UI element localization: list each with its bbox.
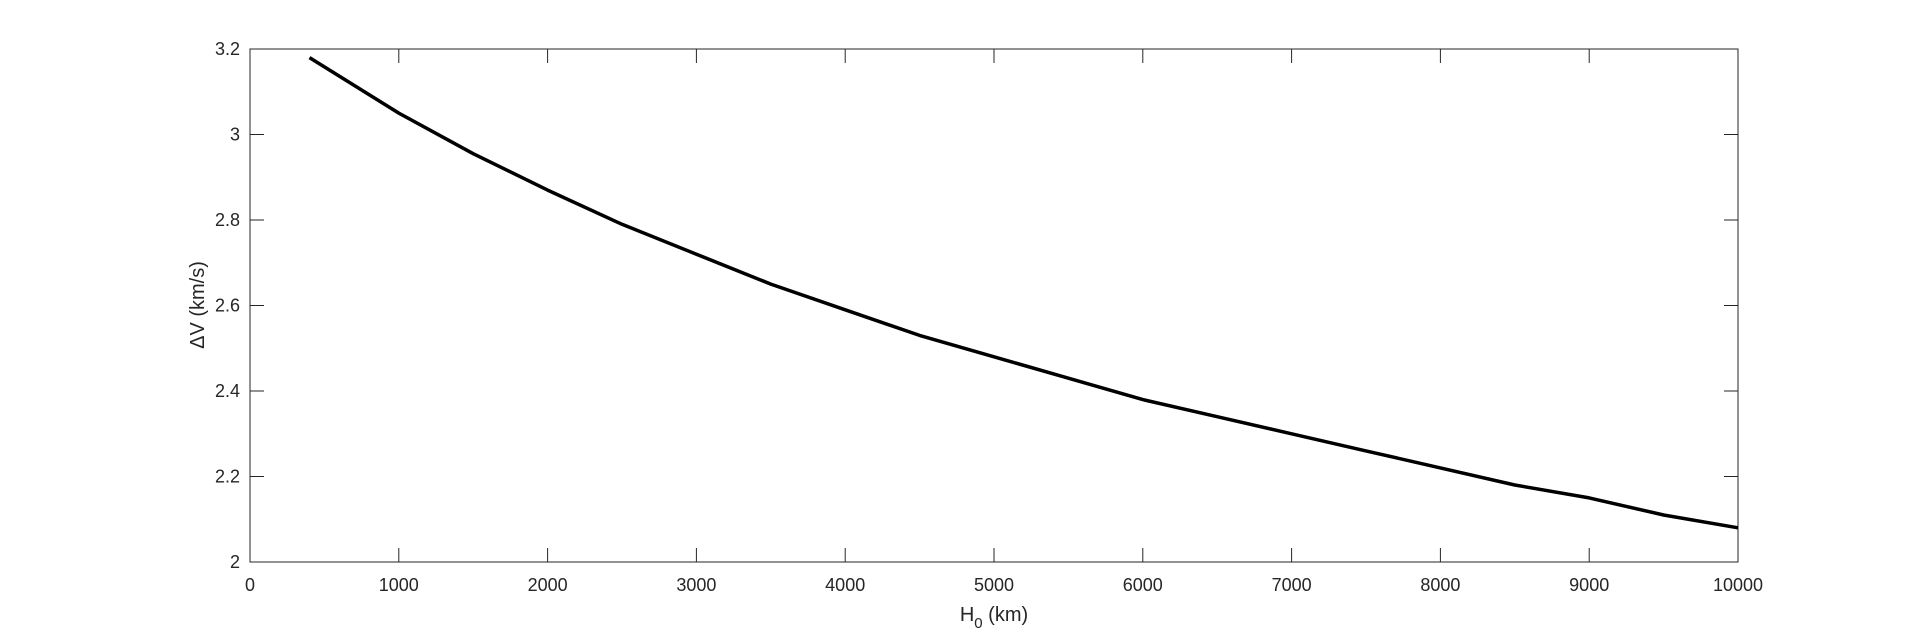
x-tick-label: 1000 [379,575,419,595]
y-tick-label: 2 [230,552,240,572]
plot-area [249,48,1739,563]
series-line [308,56,1739,530]
x-tick-label: 2000 [528,575,568,595]
y-tick-label: 3 [230,125,240,145]
x-axis-label: H0 (km) [960,604,1028,632]
x-tick-label: 6000 [1123,575,1163,595]
y-tick-label: 2.6 [215,296,240,316]
y-tick-label: 2.8 [215,210,240,230]
x-tick-label: 3000 [676,575,716,595]
y-tick-label: 2.2 [215,467,240,487]
x-tick-label: 9000 [1569,575,1609,595]
x-tick-label: 8000 [1420,575,1460,595]
y-axis-label: ΔV (km/s) [187,261,209,349]
x-tick-label: 4000 [825,575,865,595]
x-tick-label: 10000 [1713,575,1763,595]
y-tick-label: 3.2 [215,39,240,59]
x-tick-label: 5000 [974,575,1014,595]
y-tick-label: 2.4 [215,381,240,401]
x-tick-label: 7000 [1272,575,1312,595]
x-tick-label: 0 [245,575,255,595]
